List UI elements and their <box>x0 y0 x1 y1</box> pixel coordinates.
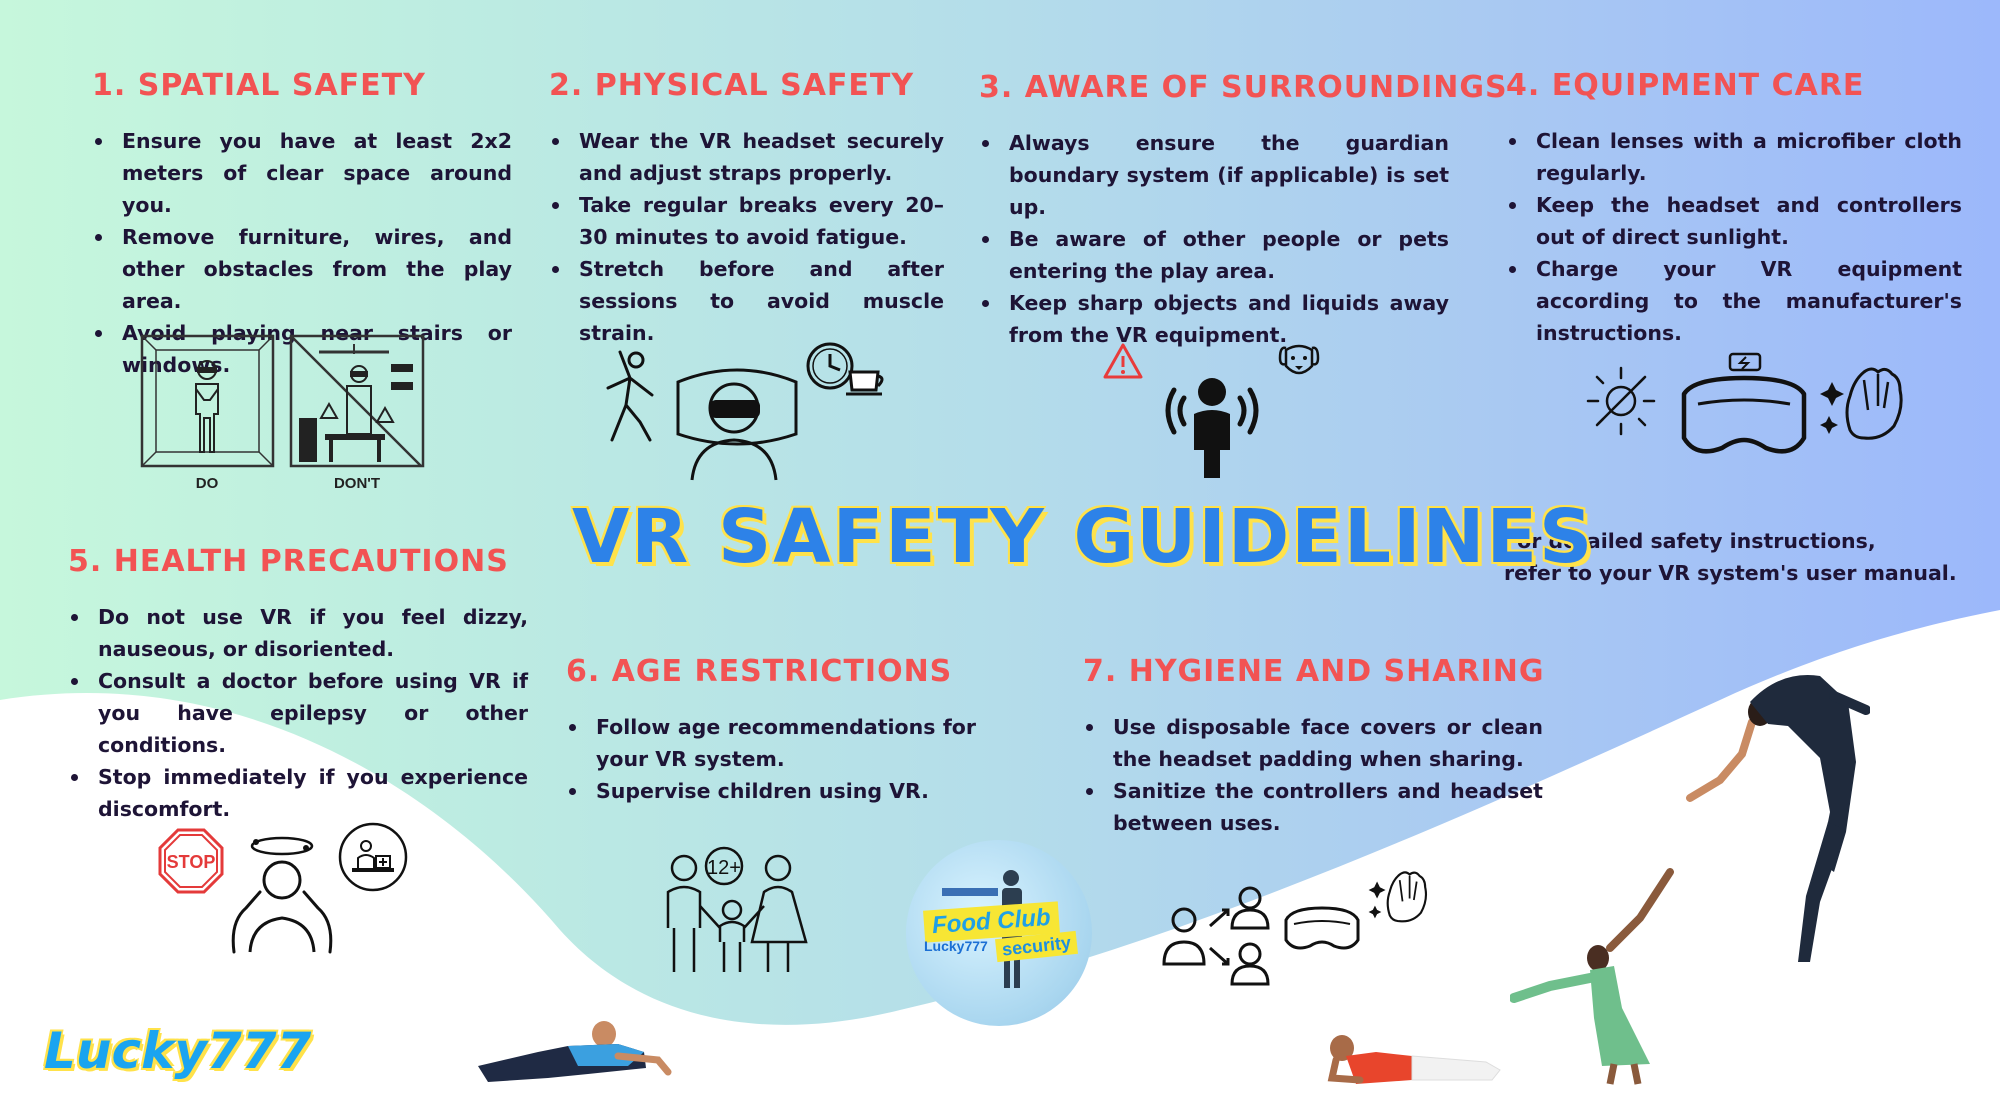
list-item: Use disposable face covers or clean the … <box>1083 711 1543 775</box>
lying-figure-left <box>468 1016 678 1092</box>
dont-room-icon: DON'T <box>289 334 425 492</box>
list-item: Keep the headset and controllers out of … <box>1506 189 1962 253</box>
list-item: Remove furniture, wires, and other obsta… <box>92 221 512 317</box>
section-physical-safety: 2. PHYSICAL SAFETY Wear the VR headset s… <box>549 68 944 349</box>
list-item: Wear the VR headset securely and adjust … <box>549 125 944 189</box>
list-item: Be aware of other people or pets enterin… <box>979 223 1449 287</box>
section-equipment-care: 4. EQUIPMENT CARE Clean lenses with a mi… <box>1506 68 1962 349</box>
bullet-list: Clean lenses with a microfiber cloth reg… <box>1506 125 1962 349</box>
note-line-2: refer to your VR system's user manual. <box>1504 561 1957 585</box>
food-club-security-logo: Food Club Lucky777 security <box>906 840 1092 1026</box>
jumping-figure <box>1670 662 1871 978</box>
section-title: 6. AGE RESTRICTIONS <box>566 654 953 689</box>
section-aware-of-surroundings: 3. AWARE OF SURROUNDINGS Always ensure t… <box>979 70 1508 351</box>
section-title: 7. HYGIENE AND SHARING <box>1083 654 1545 689</box>
section-age-restrictions: 6. AGE RESTRICTIONS Follow age recommend… <box>566 654 976 807</box>
vr-headset-user-icon <box>672 362 802 482</box>
section-health-precautions: 5. HEALTH PRECAUTIONS Do not use VR if y… <box>68 544 528 825</box>
section-title: 5. HEALTH PRECAUTIONS <box>68 544 509 579</box>
section-title: 1. SPATIAL SAFETY <box>92 68 426 103</box>
clean-hand-icon <box>1368 866 1430 924</box>
bullet-list: Wear the VR headset securely and adjust … <box>549 125 944 349</box>
do-room-icon: DO <box>140 334 275 492</box>
list-item: Ensure you have at least 2x2 meters of c… <box>92 125 512 221</box>
dancing-figure <box>1509 868 1680 1092</box>
section-spatial-safety: 1. SPATIAL SAFETY Ensure you have at lea… <box>92 68 512 381</box>
lying-figure-right <box>1316 1026 1506 1098</box>
bullet-list: Do not use VR if you feel dizzy, nauseou… <box>68 601 528 825</box>
list-item: Always ensure the guardian boundary syst… <box>979 127 1449 223</box>
section-title: 3. AWARE OF SURROUNDINGS <box>979 70 1508 105</box>
vr-goggles-charging-icon <box>1674 352 1814 464</box>
bullet-list: Use disposable face covers or clean the … <box>1083 711 1543 839</box>
list-item: Follow age recommendations for your VR s… <box>566 711 976 775</box>
list-item: Consult a doctor before using VR if you … <box>68 665 528 761</box>
stretching-person-icon <box>600 350 660 445</box>
note-line-1: For detailed safety instructions, <box>1504 529 1876 553</box>
family-12-plus-icon: 12+ <box>660 846 812 976</box>
sharing-users-icon <box>1160 884 1270 990</box>
dont-label: DON'T <box>334 475 380 492</box>
section-title: 4. EQUIPMENT CARE <box>1506 68 1865 103</box>
list-item: Take regular breaks every 20–30 minutes … <box>549 189 944 253</box>
clean-hand-icon <box>1820 360 1906 442</box>
logo-lucky: Lucky777 <box>924 938 988 954</box>
bullet-list: Always ensure the guardian boundary syst… <box>979 127 1449 351</box>
dog-icon <box>1276 340 1322 382</box>
svg-text:STOP: STOP <box>167 852 216 872</box>
vr-goggles-icon <box>1282 904 1362 954</box>
dizzy-person-icon <box>222 830 344 954</box>
list-item: Avoid playing near stairs or windows. <box>92 317 512 381</box>
manual-note: For detailed safety instructions, refer … <box>1504 525 1957 589</box>
list-item: Stop immediately if you experience disco… <box>68 761 528 825</box>
age-badge: 12+ <box>707 857 741 879</box>
warning-icon <box>1102 342 1144 380</box>
brand-logo: Lucky777 <box>44 1022 312 1080</box>
section-title: 2. PHYSICAL SAFETY <box>549 68 915 103</box>
list-item: Supervise children using VR. <box>566 775 976 807</box>
stop-sign-icon: STOP <box>158 828 224 894</box>
bullet-list: Follow age recommendations for your VR s… <box>566 711 976 807</box>
bullet-list: Ensure you have at least 2x2 meters of c… <box>92 125 512 381</box>
section-hygiene-and-sharing: 7. HYGIENE AND SHARING Use disposable fa… <box>1083 654 1543 839</box>
do-label: DO <box>196 475 219 492</box>
page-title: VR SAFETY GUIDELINES <box>572 494 1595 580</box>
person-broadcast-icon <box>1152 370 1272 480</box>
list-item: Sanitize the controllers and headset bet… <box>1083 775 1543 839</box>
list-item: Charge your VR equipment according to th… <box>1506 253 1962 349</box>
list-item: Stretch before and after sessions to avo… <box>549 253 944 349</box>
list-item: Do not use VR if you feel dizzy, nauseou… <box>68 601 528 665</box>
list-item: Keep sharp objects and liquids away from… <box>979 287 1449 351</box>
no-sun-icon <box>1584 364 1658 438</box>
list-item: Clean lenses with a microfiber cloth reg… <box>1506 125 1962 189</box>
doctor-consult-icon <box>338 822 408 892</box>
clock-coffee-break-icon <box>806 342 886 398</box>
